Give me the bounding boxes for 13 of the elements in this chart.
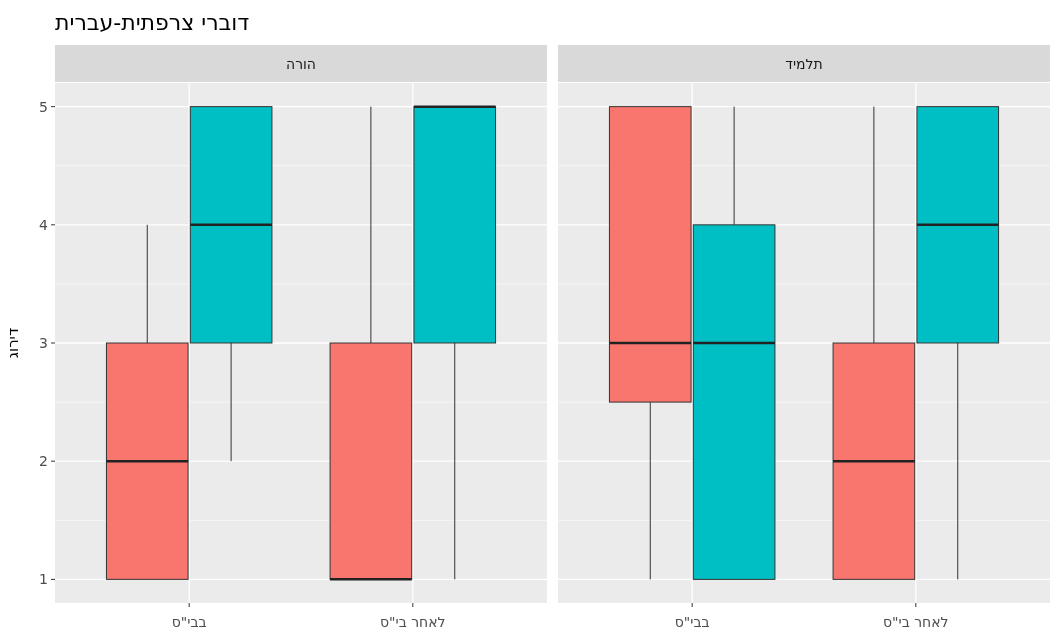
chart-title: דוברי צרפתית-עברית xyxy=(55,10,250,35)
y-tick-label: 5 xyxy=(39,98,48,115)
x-tick-label: בבי"ס xyxy=(171,614,207,630)
y-axis-title: דירוג xyxy=(4,327,22,359)
x-tick-label: לאחר בי"ס xyxy=(380,614,446,630)
y-tick-label: 3 xyxy=(39,335,48,351)
x-tick-label: בבי"ס xyxy=(674,614,710,630)
chart-subtitle: תלמיד xyxy=(785,55,823,72)
y-tick-label: 2 xyxy=(39,453,48,470)
chart-subtitle: הורה xyxy=(285,55,317,72)
y-tick-label: 1 xyxy=(39,571,48,588)
y-tick-label: 4 xyxy=(39,216,49,233)
x-tick-label: לאחר בי"ס xyxy=(883,614,949,630)
